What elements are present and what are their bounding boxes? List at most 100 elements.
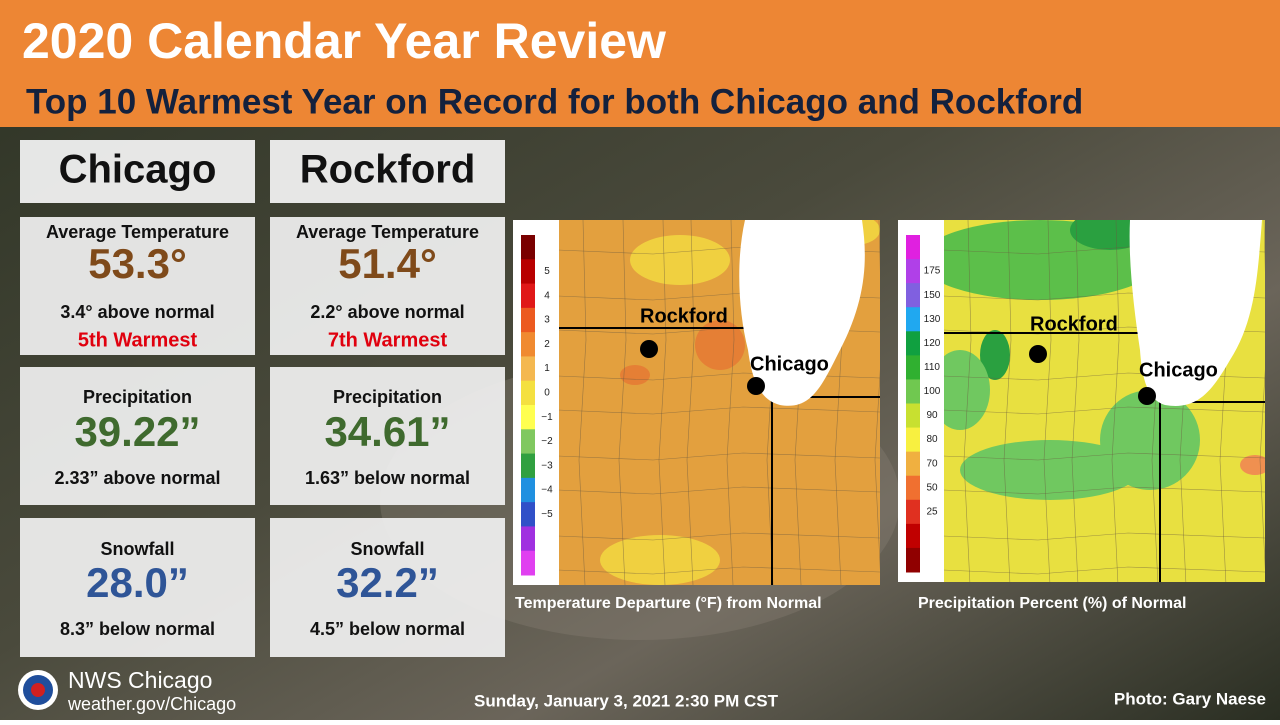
legend-swatch [906,355,920,380]
map: 5 4 3 2 1 0 −1 −2 −3 −4 −5 Rockford Chicago [513,220,880,585]
county-line [557,566,880,575]
title: 2020 Calendar Year Review [22,13,666,69]
legend-swatch [906,283,920,308]
county-line [942,486,1265,495]
city-label: Rockford [640,305,728,327]
county-line [618,220,627,585]
legend-tick-label: 120 [924,338,941,349]
temperature-label: Average Temperature [296,222,479,242]
legend-tick-label: 150 [924,290,941,301]
precipitation-box [270,367,505,505]
map-region [695,320,745,370]
legend-swatch [906,259,920,284]
city-dot [640,340,658,358]
city-name-box [20,140,255,203]
county-line [1071,220,1080,582]
snowfall-box [20,518,255,657]
legend-swatch [521,356,535,382]
map-region [980,330,1010,380]
legend-tick-label: 110 [924,362,940,373]
city-name: Rockford [300,148,476,192]
temperature-rank: 7th Warmest [328,329,448,351]
legend-tick-label: −1 [541,412,553,423]
office-name: NWS Chicago [68,667,212,693]
city-dot [1138,387,1156,405]
header-bar [0,0,1280,127]
city-label: Chicago [1139,359,1218,381]
legend-swatch [906,547,920,573]
legend-tick-label: 0 [544,387,550,398]
county-line [658,220,667,585]
temperature-box [270,217,505,355]
legend-swatch [906,379,920,404]
legend-swatch [521,332,535,357]
subtitle: Top 10 Warmest Year on Record for both C… [26,82,1083,121]
temperature-rank: 5th Warmest [78,329,198,351]
snowfall-value: 32.2” [336,559,439,606]
city-name-box [270,140,505,203]
map-region [620,365,650,385]
legend-swatch [906,235,920,260]
legend-swatch [906,403,920,429]
legend-panel [513,220,559,585]
legend-tick-label: 5 [544,266,550,277]
map-caption: Precipitation Percent (%) of Normal [918,595,1187,612]
legend-swatch [521,405,535,430]
legend-swatch [521,259,535,285]
legend-tick-label: 1 [544,363,550,374]
county-line [1043,220,1052,582]
legend-swatch [521,502,535,527]
legend-tick-label: 4 [544,290,550,301]
precipitation-departure: 1.63” below normal [305,468,470,488]
legend-tick-label: 90 [926,410,938,421]
legend-tick-label: 50 [926,482,938,493]
county-line [942,532,1265,541]
county-line [942,452,1265,461]
legend-tick-label: 130 [924,314,941,325]
legend-swatch [906,427,920,453]
lake-michigan [1129,220,1262,406]
city-dot [1029,345,1047,363]
temperature-value: 51.4° [338,240,437,287]
city-dot [747,377,765,395]
legend-swatch [521,380,535,406]
lake-michigan [739,220,865,406]
city-name: Chicago [59,148,217,192]
map-region [630,235,730,285]
legend-tick-label: 80 [926,434,938,445]
snowfall-value: 28.0” [86,559,189,606]
city-label: Chicago [750,353,829,375]
legend-swatch [521,235,535,260]
legend-tick-label: −4 [541,485,553,496]
county-line [557,486,880,495]
photo-credit: Photo: Gary Naese [1114,689,1266,708]
legend-tick-label: 70 [926,458,938,469]
snowfall-label: Snowfall [350,539,424,559]
county-line [1003,220,1012,582]
legend-swatch [906,451,920,477]
map-caption: Temperature Departure (°F) from Normal [515,595,822,612]
maps: 5 4 3 2 1 0 −1 −2 −3 −4 −5 Rockford Chicago Temperatu… [513,220,1265,612]
county-line [557,532,880,541]
county-line [1111,220,1120,582]
legend-swatch [521,477,535,503]
legend-tick-label: −2 [541,436,553,447]
county-line [686,220,695,585]
precipitation-label: Precipitation [333,387,442,407]
county-line [963,220,972,582]
legend-swatch [906,307,920,332]
legend-swatch [521,307,535,333]
legend-swatch [521,283,535,309]
legend-panel [898,220,944,582]
county-line [557,452,880,461]
precipitation-departure: 2.33” above normal [54,468,220,488]
legend-swatch [521,453,535,479]
website: weather.gov/Chicago [67,694,236,714]
county-line [874,220,880,571]
precipitation-value: 39.22” [74,408,200,455]
temperature-value: 53.3° [88,240,187,287]
snowfall-departure: 8.3” below normal [60,619,215,639]
